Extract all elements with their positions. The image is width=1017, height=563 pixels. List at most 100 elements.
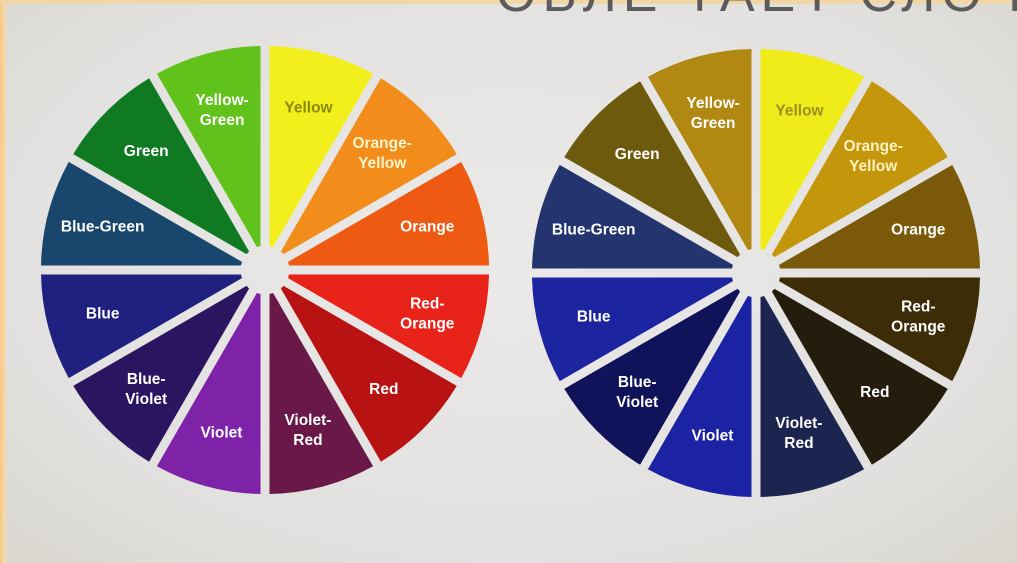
segment-label-line: Orange- bbox=[352, 135, 411, 152]
segment-label-line: Yellow bbox=[284, 100, 333, 117]
segment-label: Red- Orange bbox=[891, 299, 946, 336]
segment-label-line: Orange bbox=[400, 316, 455, 333]
segment-label-line: Violet bbox=[201, 424, 243, 441]
segment-red: Red bbox=[280, 285, 457, 462]
segment-red-orange: Red- Orange bbox=[779, 277, 980, 382]
segment-orange-yellow: Orange- Yellow bbox=[771, 81, 948, 258]
segment-label: Orange- Yellow bbox=[843, 138, 902, 175]
segment-label-line: Blue- bbox=[618, 374, 657, 391]
segment-yellow: Yellow bbox=[760, 49, 865, 250]
segment-label: Blue bbox=[86, 306, 120, 323]
segment-label-line: Yellow- bbox=[195, 92, 248, 109]
segment-label-line: Green bbox=[615, 146, 660, 163]
segment-label: Blue-Green bbox=[552, 222, 636, 239]
segment-label: Orange bbox=[891, 222, 946, 239]
segment-wedge bbox=[760, 49, 865, 250]
segment-label: Yellow bbox=[284, 100, 333, 117]
segment-wedge bbox=[156, 293, 261, 494]
segment-label-line: Violet bbox=[125, 391, 167, 408]
segment-label-line: Red- bbox=[410, 296, 444, 313]
segment-orange: Orange bbox=[288, 161, 489, 266]
segment-wedge bbox=[288, 161, 489, 266]
segment-label-line: Violet- bbox=[284, 412, 331, 429]
segment-label-line: Orange bbox=[891, 319, 946, 336]
saturated-color-wheel: YellowOrange-YellowOrangeRed-OrangeRedVi… bbox=[41, 46, 489, 494]
segment-blue-green: Blue-Green bbox=[532, 164, 733, 269]
segment-label: Orange- Yellow bbox=[352, 135, 411, 172]
segment-label-line: Orange- bbox=[843, 138, 902, 155]
segment-label: Blue bbox=[577, 309, 611, 326]
segment-wedge bbox=[280, 285, 457, 462]
segment-label: Red bbox=[369, 381, 398, 398]
segment-yellow-green: Yellow- Green bbox=[647, 49, 752, 250]
segment-label-line: Blue-Green bbox=[552, 222, 636, 239]
segment-blue-violet: Blue- Violet bbox=[73, 285, 250, 462]
segment-wedge bbox=[269, 293, 374, 494]
segment-wedge bbox=[41, 274, 242, 379]
frame-border-left bbox=[0, 0, 6, 563]
frame-border-top bbox=[0, 0, 1017, 4]
segment-label-line: Blue-Green bbox=[61, 219, 145, 236]
segment-label: Green bbox=[124, 143, 169, 160]
segment-blue-green: Blue-Green bbox=[41, 161, 242, 266]
segment-blue: Blue bbox=[41, 274, 242, 379]
segment-label-line: Yellow bbox=[358, 155, 407, 172]
segment-wedge bbox=[564, 81, 741, 258]
segment-label: Red- Orange bbox=[400, 296, 455, 333]
segment-label-line: Orange bbox=[400, 219, 455, 236]
segment-wedge bbox=[41, 161, 242, 266]
segment-label-line: Red bbox=[369, 381, 398, 398]
segment-wedge bbox=[280, 78, 457, 255]
segment-wedge bbox=[532, 277, 733, 382]
segment-label-line: Red bbox=[784, 435, 813, 452]
segment-green: Green bbox=[73, 78, 250, 255]
segment-label: Blue- Violet bbox=[125, 371, 167, 408]
segment-yellow-green: Yellow- Green bbox=[156, 46, 261, 247]
segment-wedge bbox=[647, 296, 752, 497]
segment-label-line: Green bbox=[200, 112, 245, 129]
segment-label-line: Green bbox=[691, 115, 736, 132]
segment-label: Blue- Violet bbox=[616, 374, 658, 411]
segment-label-line: Violet bbox=[616, 394, 658, 411]
segment-wedge bbox=[779, 277, 980, 382]
segment-label-line: Red bbox=[860, 384, 889, 401]
segment-label: Blue-Green bbox=[61, 219, 145, 236]
segment-wedge bbox=[156, 46, 261, 247]
segment-label: Orange bbox=[400, 219, 455, 236]
segment-label-line: Yellow- bbox=[686, 95, 739, 112]
segment-wedge bbox=[532, 164, 733, 269]
segment-violet-red: Violet- Red bbox=[760, 296, 865, 497]
segment-label-line: Red bbox=[293, 432, 322, 449]
segment-wedge bbox=[269, 46, 374, 247]
segment-green: Green bbox=[564, 81, 741, 258]
segment-wedge bbox=[779, 164, 980, 269]
segment-label-line: Orange bbox=[891, 222, 946, 239]
segment-label: Yellow- Green bbox=[195, 92, 248, 129]
segment-wedge bbox=[564, 288, 741, 465]
segment-yellow: Yellow bbox=[269, 46, 374, 247]
segment-orange-yellow: Orange- Yellow bbox=[280, 78, 457, 255]
segment-wedge bbox=[73, 78, 250, 255]
segment-blue-violet: Blue- Violet bbox=[564, 288, 741, 465]
segment-label-line: Blue- bbox=[127, 371, 166, 388]
segment-label: Red bbox=[860, 384, 889, 401]
segment-red-orange: Red- Orange bbox=[288, 274, 489, 379]
segment-wedge bbox=[771, 288, 948, 465]
segment-wedge bbox=[647, 49, 752, 250]
segment-red: Red bbox=[771, 288, 948, 465]
segment-violet: Violet bbox=[156, 293, 261, 494]
segment-violet-red: Violet- Red bbox=[269, 293, 374, 494]
segment-label-line: Violet bbox=[692, 427, 734, 444]
segment-label: Violet bbox=[692, 427, 734, 444]
segment-label: Violet- Red bbox=[775, 415, 822, 452]
segment-wedge bbox=[760, 296, 865, 497]
segment-wedge bbox=[73, 285, 250, 462]
segment-wedge bbox=[288, 274, 489, 379]
segment-label-line: Violet- bbox=[775, 415, 822, 432]
segment-label: Violet bbox=[201, 424, 243, 441]
segment-label: Green bbox=[615, 146, 660, 163]
segment-orange: Orange bbox=[779, 164, 980, 269]
segment-label: Yellow- Green bbox=[686, 95, 739, 132]
segment-label-line: Green bbox=[124, 143, 169, 160]
